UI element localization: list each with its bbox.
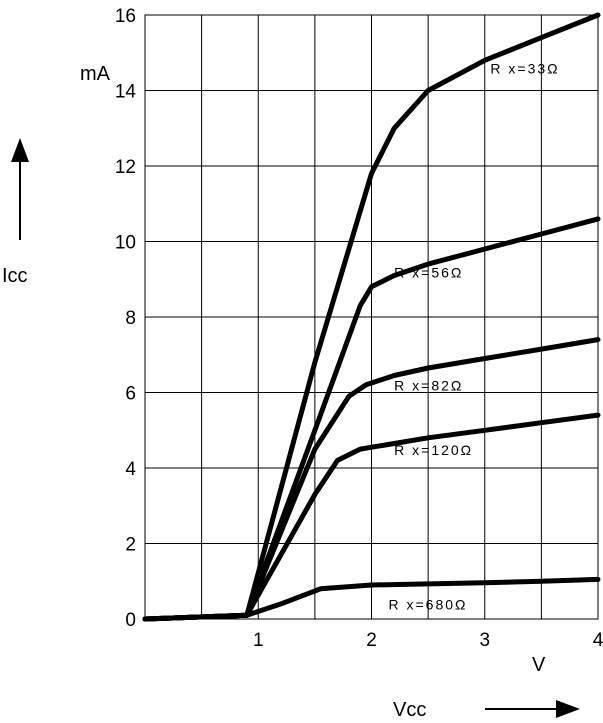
y-axis-label: Icc bbox=[2, 265, 28, 287]
series-label: R x=33Ω bbox=[490, 61, 559, 77]
y-tick-label: 16 bbox=[115, 6, 136, 27]
up-arrow-icon bbox=[11, 138, 29, 162]
x-tick-label: 3 bbox=[479, 630, 490, 651]
series-line-0 bbox=[142, 12, 601, 622]
series-lines bbox=[142, 12, 601, 622]
y-tick-label: 10 bbox=[115, 233, 136, 254]
y-tick-label: 4 bbox=[125, 459, 136, 480]
x-axis-label-group: Vcc bbox=[393, 699, 580, 721]
y-tick-label: 6 bbox=[125, 384, 136, 405]
series-labels: R x=33Ω R x=56Ω R x=82Ω R x=120Ω R x=680Ω bbox=[388, 61, 559, 613]
grid bbox=[144, 14, 599, 620]
x-tick-label: 1 bbox=[253, 630, 264, 651]
x-tick-label: 2 bbox=[366, 630, 377, 651]
series-label: R x=680Ω bbox=[388, 597, 467, 613]
x-unit-label: V bbox=[532, 654, 546, 676]
y-axis-label-group: Icc bbox=[2, 138, 29, 287]
y-tick-label: 8 bbox=[125, 308, 136, 329]
series-line-1 bbox=[142, 216, 601, 622]
series-label: R x=56Ω bbox=[394, 264, 463, 280]
series-label: R x=120Ω bbox=[394, 442, 473, 458]
y-tick-label: 2 bbox=[125, 535, 136, 556]
y-tick-labels: 0 2 4 6 8 10 12 14 16 bbox=[115, 6, 137, 631]
y-unit-label: mA bbox=[80, 63, 111, 85]
y-tick-label: 0 bbox=[125, 610, 136, 631]
right-arrow-icon bbox=[556, 700, 580, 718]
series-line-3 bbox=[142, 412, 601, 622]
series-label: R x=82Ω bbox=[394, 378, 463, 394]
x-tick-label: 4 bbox=[593, 630, 603, 651]
y-tick-label: 12 bbox=[115, 157, 136, 178]
y-tick-label: 14 bbox=[115, 82, 137, 103]
x-tick-labels: 1 2 3 4 bbox=[253, 630, 603, 651]
x-axis-label: Vcc bbox=[393, 699, 426, 721]
series-line-2 bbox=[142, 337, 601, 622]
series-line-4 bbox=[142, 576, 601, 622]
